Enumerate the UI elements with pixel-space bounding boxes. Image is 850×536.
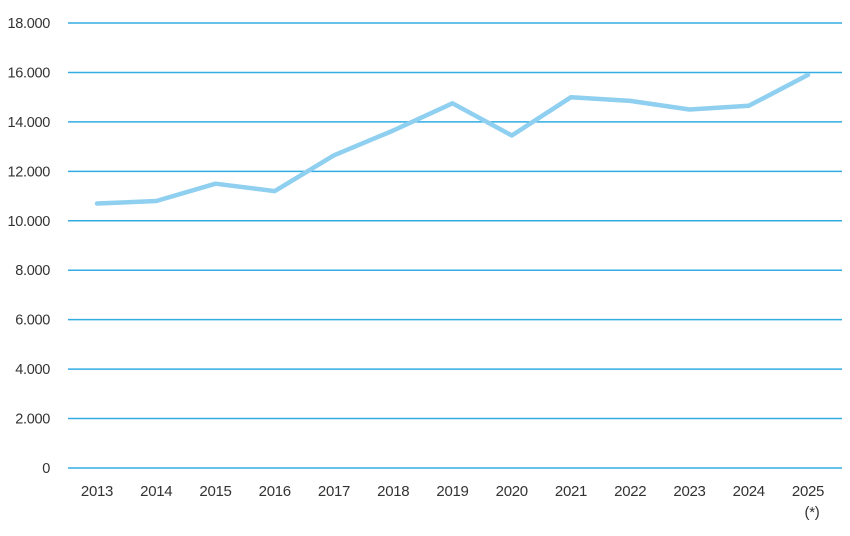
x-tick-label: 2025	[792, 483, 824, 500]
y-tick-label: 14.000	[7, 115, 50, 131]
y-tick-label: 18.000	[7, 16, 50, 32]
x-tick-label: 2014	[140, 483, 172, 500]
y-tick-label: 6.000	[15, 313, 50, 329]
x-tick-label: 2013	[81, 483, 113, 500]
y-tick-label: 8.000	[15, 263, 50, 279]
y-tick-label: 4.000	[15, 362, 50, 378]
x-tick-footnote: (*)	[805, 504, 820, 521]
x-tick-label: 2024	[733, 483, 765, 500]
x-tick-label: 2023	[673, 483, 705, 500]
x-tick-label: 2020	[496, 483, 528, 500]
gridlines-group	[68, 22, 842, 469]
x-tick-label: 2019	[436, 483, 468, 500]
x-tick-label: 2022	[614, 483, 646, 500]
x-tick-label: 2018	[377, 483, 409, 500]
y-tick-label: 16.000	[7, 65, 50, 81]
x-axis-labels-group: 2013 2014 2015 2016 2017 2018 2019 2020 2021 2022…	[81, 483, 824, 521]
x-tick-label: 2017	[318, 483, 350, 500]
x-tick-label: 2021	[555, 483, 587, 500]
y-tick-label: 2.000	[15, 412, 50, 428]
x-tick-label: 2015	[199, 483, 231, 500]
y-tick-label: 0	[42, 461, 50, 477]
y-tick-label: 10.000	[7, 214, 50, 230]
series-group	[94, 72, 811, 206]
y-axis-labels-group: 0 2.000 4.000 6.000 8.000 10.000 12.000 14.000 1…	[7, 16, 50, 477]
data-line	[94, 72, 811, 206]
x-tick-label: 2016	[259, 483, 291, 500]
y-tick-label: 12.000	[7, 164, 50, 180]
